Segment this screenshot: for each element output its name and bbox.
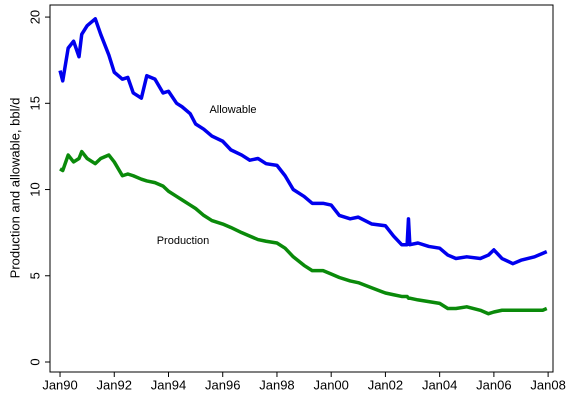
x-tick-label: Jan98 [259, 377, 294, 392]
line-series [59, 149, 548, 316]
x-tick-label: Jan02 [368, 377, 403, 392]
x-tick-label: Jan96 [205, 377, 240, 392]
x-tick-label: Jan00 [313, 377, 348, 392]
y-tick-label: 20 [27, 10, 42, 24]
annotation: Allowable [209, 104, 256, 116]
x-tick-label: Jan92 [97, 377, 132, 392]
x-tick-label: Jan04 [422, 377, 457, 392]
x-tick-label: Jan90 [42, 377, 77, 392]
annotation: Production [157, 235, 210, 247]
y-tick-label: 15 [27, 96, 42, 110]
y-tick-label: 5 [27, 272, 42, 279]
y-tick-label: 10 [27, 182, 42, 196]
y-tick-label: 0 [27, 358, 42, 365]
y-axis-label: Production and allowable, bbl/d [7, 98, 22, 279]
plot-frame [49, 4, 554, 373]
x-tick-label: Jan06 [476, 377, 511, 392]
x-tick-label: Jan94 [151, 377, 186, 392]
line-series [58, 17, 548, 266]
x-tick-label: Jan08 [530, 377, 565, 392]
